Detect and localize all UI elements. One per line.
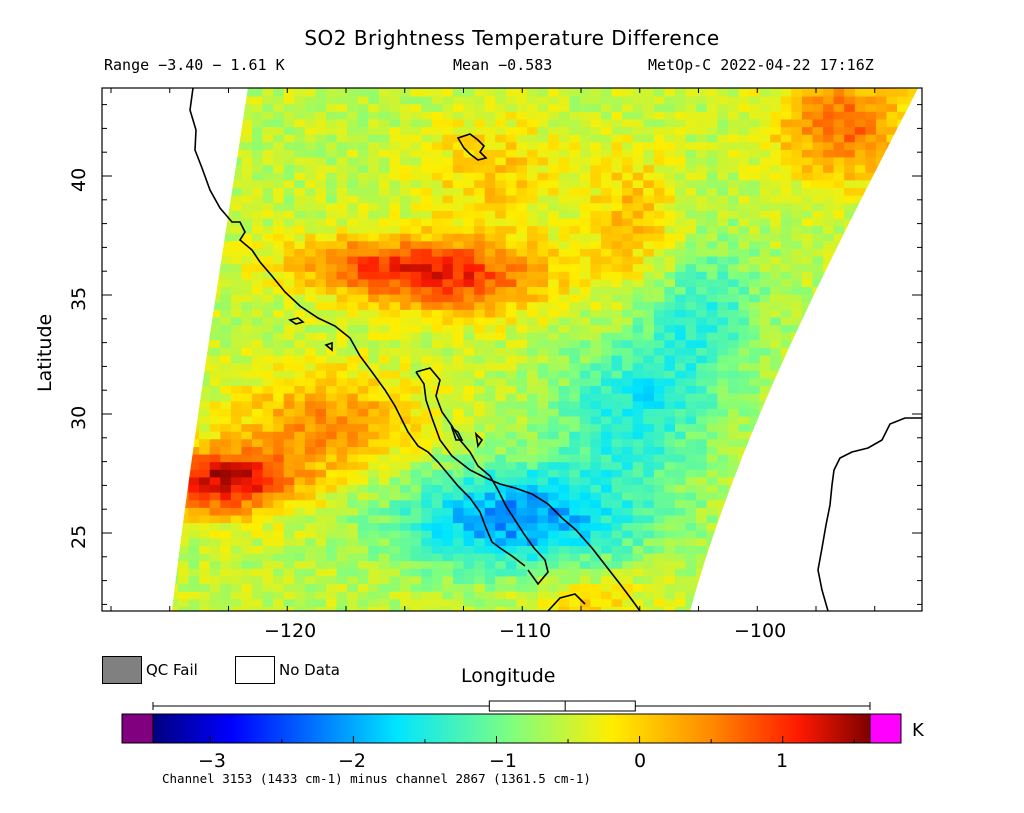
colorbar-unit: K — [912, 720, 924, 741]
colorbar-under-swatch — [121, 713, 154, 744]
us-mexico-pacific-coast — [189, 88, 526, 567]
coastlines — [189, 88, 922, 611]
colorbar-over-swatch — [869, 713, 902, 744]
gulf-mexico-coast — [817, 417, 922, 611]
channel-footnote: Channel 3153 (1433 cm-1) minus channel 2… — [162, 771, 591, 786]
gulf-island — [450, 426, 464, 441]
satellite-time-text: MetOp-C 2022-04-22 17:16Z — [648, 56, 874, 74]
qc-fail-label: QC Fail — [146, 661, 198, 679]
colorbar-tick-neg2: −2 — [338, 750, 367, 772]
baja-east-coast — [415, 367, 549, 586]
mean-text: Mean −0.583 — [453, 56, 553, 74]
mexico-mainland-coast — [547, 593, 586, 611]
plot-title: SO2 Brightness Temperature Difference — [304, 26, 720, 50]
channel-island-1 — [288, 317, 305, 325]
boxplot-box — [488, 700, 636, 712]
gulf-island-2 — [474, 431, 484, 449]
colorbar-tick-1: 1 — [776, 750, 789, 772]
x-axis-label: Longitude — [461, 665, 556, 687]
lon-tick-120: −120 — [264, 620, 317, 642]
colorbar-tick-neg1: −1 — [489, 750, 518, 772]
no-data-swatch — [235, 656, 275, 684]
lon-tick-100: −100 — [734, 620, 787, 642]
colorbar-tick-neg3: −3 — [198, 750, 227, 772]
great-salt-lake — [456, 133, 488, 161]
lon-tick-110: −110 — [499, 620, 552, 642]
range-text: Range −3.40 − 1.61 K — [104, 56, 285, 74]
colorbar-gradient — [152, 713, 871, 744]
value-boxplot — [152, 700, 871, 712]
channel-island-2 — [324, 341, 333, 352]
gulf-east-coast — [415, 371, 641, 611]
map-frame — [101, 87, 923, 612]
colorbar-tick-0: 0 — [634, 750, 647, 772]
qc-fail-swatch — [102, 656, 142, 684]
no-data-label: No Data — [279, 661, 340, 679]
